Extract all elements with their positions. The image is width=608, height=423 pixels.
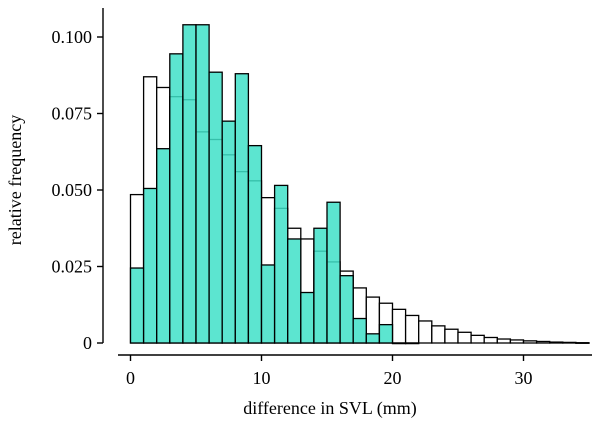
histogram-bar [247, 144, 263, 344]
histogram-bar [535, 340, 551, 344]
histogram-bar [483, 336, 498, 344]
histogram-bar [444, 328, 459, 344]
y-tick-label: 0.050 [52, 180, 93, 200]
x-tick-label: 0 [126, 368, 135, 388]
histogram-bar [260, 264, 276, 344]
histogram-bar [287, 238, 302, 344]
histogram-bar [549, 341, 564, 344]
x-axis-title: difference in SVL (mm) [243, 398, 416, 419]
histogram-bar [326, 201, 341, 344]
histogram-bar [391, 342, 407, 345]
histogram-bar [418, 320, 433, 344]
histogram-bar [313, 227, 328, 344]
histogram-bar [273, 184, 289, 344]
histogram-bar [142, 187, 158, 344]
histogram-bar [378, 323, 394, 344]
y-axis-title: relative frequency [5, 115, 25, 245]
histogram-bar [339, 275, 354, 344]
axes: 0 0.025 0.050 0.075 0.100 0 10 20 30 [52, 8, 592, 388]
histogram-bar [195, 24, 210, 344]
histogram-bar [562, 341, 577, 344]
histogram-bar [431, 325, 446, 344]
histogram-bar [509, 339, 525, 344]
y-tick-label: 0 [83, 333, 92, 353]
histogram-bar [391, 308, 407, 344]
x-tick-label: 10 [253, 368, 271, 388]
histogram-bar [129, 267, 145, 344]
histogram-bar [169, 53, 184, 344]
x-tick-label: 20 [384, 368, 402, 388]
histogram-bar [404, 342, 420, 345]
histogram-bar [404, 314, 420, 344]
histogram-bar [365, 333, 381, 344]
histogram-bar [522, 340, 538, 344]
histogram-bar [300, 291, 315, 344]
histogram-bar [208, 71, 223, 344]
x-ticks: 0 10 20 30 [126, 355, 533, 388]
histogram-bar [352, 317, 367, 344]
histogram-bar [156, 148, 171, 344]
histogram-bar [182, 24, 197, 344]
y-tick-label: 0.025 [52, 257, 93, 277]
histogram-bar [457, 331, 472, 344]
histogram-bar [575, 342, 590, 344]
histogram-bar [470, 334, 485, 344]
histogram-bar [234, 73, 250, 344]
y-tick-label: 0.075 [52, 104, 93, 124]
histogram-bar [496, 338, 512, 344]
histogram-bar [221, 120, 236, 344]
y-tick-label: 0.100 [52, 27, 93, 47]
teal-series-bars [129, 24, 420, 345]
y-ticks: 0 0.025 0.050 0.075 0.100 [52, 27, 103, 353]
x-tick-label: 30 [515, 368, 533, 388]
